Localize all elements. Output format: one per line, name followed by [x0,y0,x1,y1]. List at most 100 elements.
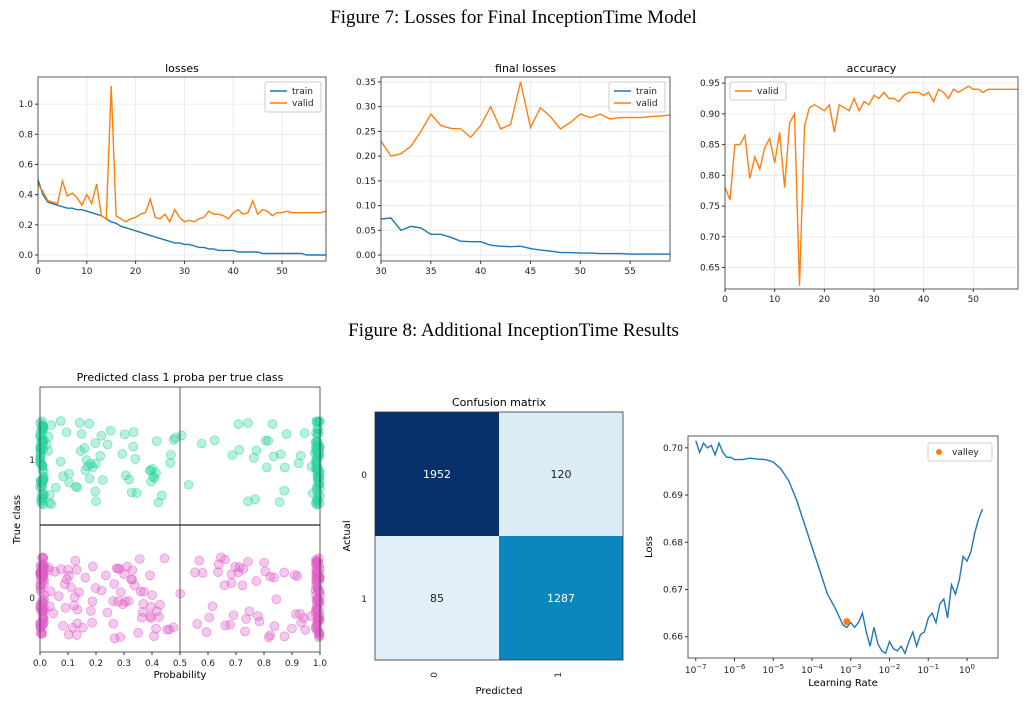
scatter-point [50,482,61,493]
x-tick-label: 100 [959,663,975,676]
scatter-point [155,599,165,610]
scatter-point [147,590,157,600]
scatter-point [59,579,70,590]
valley-point [843,618,851,626]
scatter-point [126,574,137,585]
scatter-point [267,419,278,429]
scatter-point [63,564,73,575]
scatter-point [67,623,78,633]
scatter-point [313,441,324,451]
scatter-point [119,429,130,440]
scatter-point [259,557,269,568]
x-tick-label: 55 [624,267,635,277]
scatter-point [220,554,230,565]
y-axis-label: True class [12,495,23,545]
x-tick-label: 50 [968,295,980,305]
scatter-point [102,607,113,618]
losses-chart: losses 0 10 20 30 40 50 0.0 0.2 0.4 0.6 0.8 1.0 train… [19,62,327,277]
scatter-point [46,499,57,510]
scatter-point [159,553,170,564]
scatter-point [164,624,175,635]
scatter-point [149,631,159,641]
x-tick-label: 0.3 [117,659,131,669]
scatter-point [119,569,129,579]
chart-title: losses [165,62,199,75]
cm-cell [499,412,623,536]
scatter-point [72,482,83,493]
x-tick-label: 0.4 [145,659,160,669]
scatter-point [137,612,147,623]
scatter-point [170,433,181,443]
legend-label-train: train [636,87,657,97]
legend-label-valid: valid [636,99,658,109]
proba-scatter-chart: Predicted class 1 proba per true class 0.… [12,371,327,681]
cm-cell-label: 120 [551,468,572,481]
scatter-point [311,463,321,474]
y-tick-label: 0.95 [700,79,720,89]
scatter-point [80,572,91,583]
legend-label-valley: valley [952,448,979,458]
x-tick-label: 40 [918,295,930,305]
scatter-point [36,493,47,504]
scatter-point [82,461,93,472]
y-tick-label: 0.00 [356,251,376,261]
scatter-point [162,624,172,635]
x-tick-label: 20 [130,267,142,277]
scatter-point [281,429,292,439]
y-tick-label: 0.30 [356,103,376,113]
loss-curve [695,440,984,656]
legend-box [729,81,787,101]
scatter-point [269,572,279,583]
scatter-point [113,596,123,607]
cm-cell [375,536,499,660]
scatter-point [76,429,87,439]
y-tick-label: 0.15 [356,177,376,187]
scatter-point [39,565,49,575]
scatter-point [35,623,46,633]
x-tick-label: 0.7 [229,659,243,669]
scatter-point [56,564,66,574]
scatter-point [295,608,305,619]
scatter-point [154,612,164,622]
scatter-point [90,583,101,593]
legend: valid [729,81,787,101]
scatter-point [37,480,48,491]
scatter-point [50,566,60,577]
scatter-point [197,568,208,578]
y-tick-label: 0.35 [356,78,376,88]
scatter-point [60,603,71,613]
scatter-point [145,465,155,476]
cm-cell [375,412,499,536]
x-tick-label: 10−2 [879,663,901,676]
plot-frame [687,435,999,659]
scatter-point [105,425,116,436]
legend-label-valid: valid [292,99,314,109]
legend: valley [927,442,993,462]
scatter-point [201,627,212,637]
x-tick-label: 30 [375,267,387,277]
scatter-point [250,494,260,504]
x-tick-label: 0.0 [33,659,48,669]
y-tick-label: 0.80 [700,171,720,181]
scatter-point [314,553,324,564]
scatter-point [209,435,220,446]
plot-frame [724,76,1019,290]
scatter-point [289,570,300,580]
scatter-point [96,431,107,441]
x-tick-label: 0.6 [201,659,216,669]
x-tick-label: 0 [35,267,41,277]
x-tick-label: 0.1 [61,659,75,669]
scatter-point [275,449,286,460]
scatter-point [91,496,101,507]
scatter-point [130,454,141,464]
scatter-point [251,445,262,456]
scatter-point [227,450,238,460]
scatter-point [243,556,253,567]
y-tick-label: 0 [29,594,35,604]
confusion-matrix-chart: Confusion matrix 1952 120 85 1287 0 1 0 1 Predict… [342,396,624,697]
scatter-point [157,490,167,501]
scatter-point [72,604,83,615]
scatter-point [38,472,49,482]
scatter-point [64,477,75,488]
scatter-point [251,576,262,586]
